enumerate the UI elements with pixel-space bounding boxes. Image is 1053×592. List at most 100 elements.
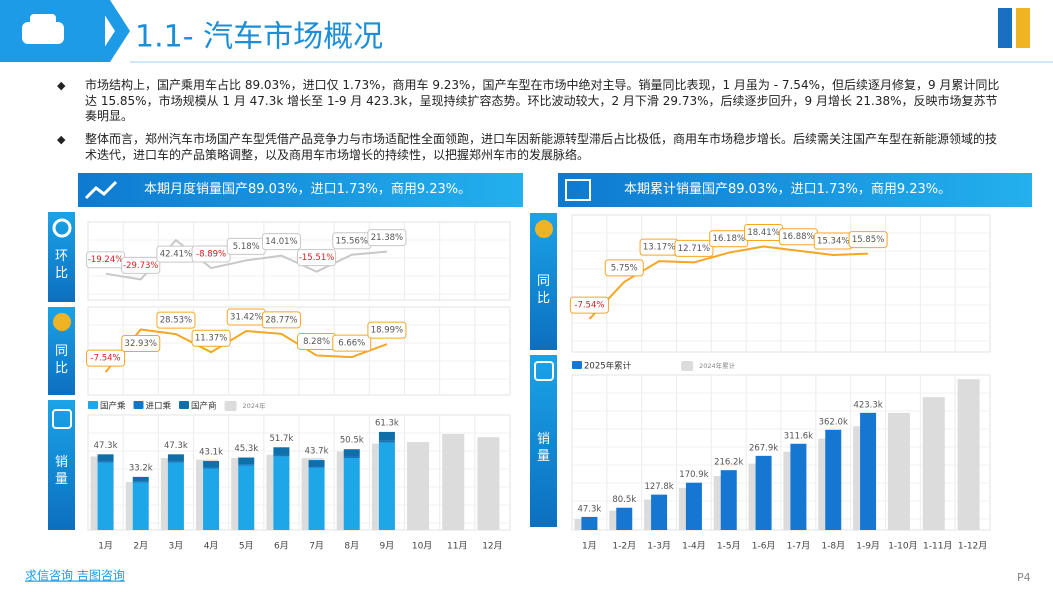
x-tick-label: 5月 [239,541,254,552]
total-label: 47.3k [164,441,188,451]
legend-swatch [179,401,190,409]
bar [308,466,325,468]
bar [616,507,633,530]
bar [203,467,220,469]
bar [167,462,184,530]
line [104,328,388,373]
bullet-text: 整体而言，郑州汽车市场国产车型凭借产品竞争力与市场适配性全面领跑，进口车因新能源… [85,132,998,162]
tab-label: 环比 [54,249,68,281]
bar [343,449,360,457]
data-label: 11.37% [195,334,227,344]
bar [273,454,290,457]
tab-icon [534,361,554,381]
x-tick-label: 1-9月 [856,541,880,552]
x-tick-label: 10月 [412,541,432,552]
bar [167,461,184,463]
panel-banner: 本期月度销量国产89.03%，进口1.73%，商用9.23%。 [78,173,523,207]
tab-label: 销量 [536,432,550,464]
label-box [121,334,161,352]
label-box [848,231,888,249]
logo-left [998,8,1012,48]
bar-prior [477,437,500,530]
data-label: 5.18% [233,242,260,252]
total-label: 45.3k [234,444,258,454]
bar [132,476,149,482]
x-tick-label: 4月 [204,541,219,552]
bar [720,470,737,530]
x-tick-label: 1-5月 [717,541,741,552]
tab-icon [53,313,71,331]
total-label: 43.7k [305,447,329,457]
data-label: 8.28% [303,337,330,347]
x-tick-label: 8月 [344,541,359,552]
car-icon [22,22,64,44]
bar-prior [407,442,430,530]
data-label: 6.66% [338,339,365,349]
data-label: 28.77% [265,315,297,325]
data-label: 423.3k [853,400,882,410]
data-label: 28.53% [160,316,192,326]
data-label: 13.17% [643,243,675,253]
label-box [156,311,196,329]
x-tick-label: 1-2月 [612,541,636,552]
side-tab: 环比 [48,212,75,302]
bar [203,461,220,468]
bar [238,457,255,465]
data-label: 16.88% [782,232,814,242]
total-label: 33.2k [129,463,153,473]
total-label: 47.3k [94,441,118,451]
bar [132,482,149,530]
label-box [86,349,126,367]
x-tick-label: 1-4月 [682,541,706,552]
bar [273,456,290,530]
total-label: 43.1k [199,448,223,458]
bar [343,458,360,530]
bar [790,443,807,530]
legend-swatch [224,401,237,411]
x-tick-label: 7月 [309,541,324,552]
data-label: 311.6k [784,431,813,441]
bar-prior [957,379,980,530]
data-label: -8.89% [196,250,226,260]
bar [378,431,395,441]
bar [132,481,149,483]
bar [378,440,395,443]
logo-right [1016,8,1030,48]
chevron [95,0,130,62]
data-label: 42.41% [160,250,192,260]
legend-label: 2025年累计 [584,361,632,372]
bar [308,467,325,530]
x-tick-label: 1-11月 [923,541,952,552]
label-box [121,256,161,274]
data-label: -19.24% [88,255,123,265]
bullet-mark: ◆ [57,133,66,146]
tab-icon [535,220,553,238]
page-title: 1.1- 汽车市场概况 [135,20,383,55]
tab-label: 同比 [536,274,550,306]
data-label: -7.54% [574,301,604,311]
tab-icon [52,409,72,429]
data-label: 15.56% [336,236,368,246]
bar [308,460,325,467]
data-label: 362.0k [819,417,848,427]
total-label: 50.5k [340,436,364,446]
legend-label: 国产乘 [100,401,126,412]
bullet-mark: ◆ [57,79,66,92]
x-tick-label: 6月 [274,541,289,552]
bar-prior [887,412,910,530]
data-label: 47.3k [577,504,601,514]
label-box [261,233,301,251]
total-label: 61.3k [375,418,399,428]
panel-banner: 本期累计销量国产89.03%，进口1.73%，商用9.23%。 [558,173,1032,207]
x-tick-label: 1-12月 [958,541,987,552]
data-label: 12.71% [678,244,710,254]
x-tick-label: 9月 [380,541,395,552]
car-icon-top [30,14,56,26]
legend-label: 2024年 [243,401,267,410]
data-label: 80.5k [612,495,636,505]
banner-icon [565,179,591,201]
bar [273,447,290,455]
x-tick-label: 1-7月 [787,541,811,552]
